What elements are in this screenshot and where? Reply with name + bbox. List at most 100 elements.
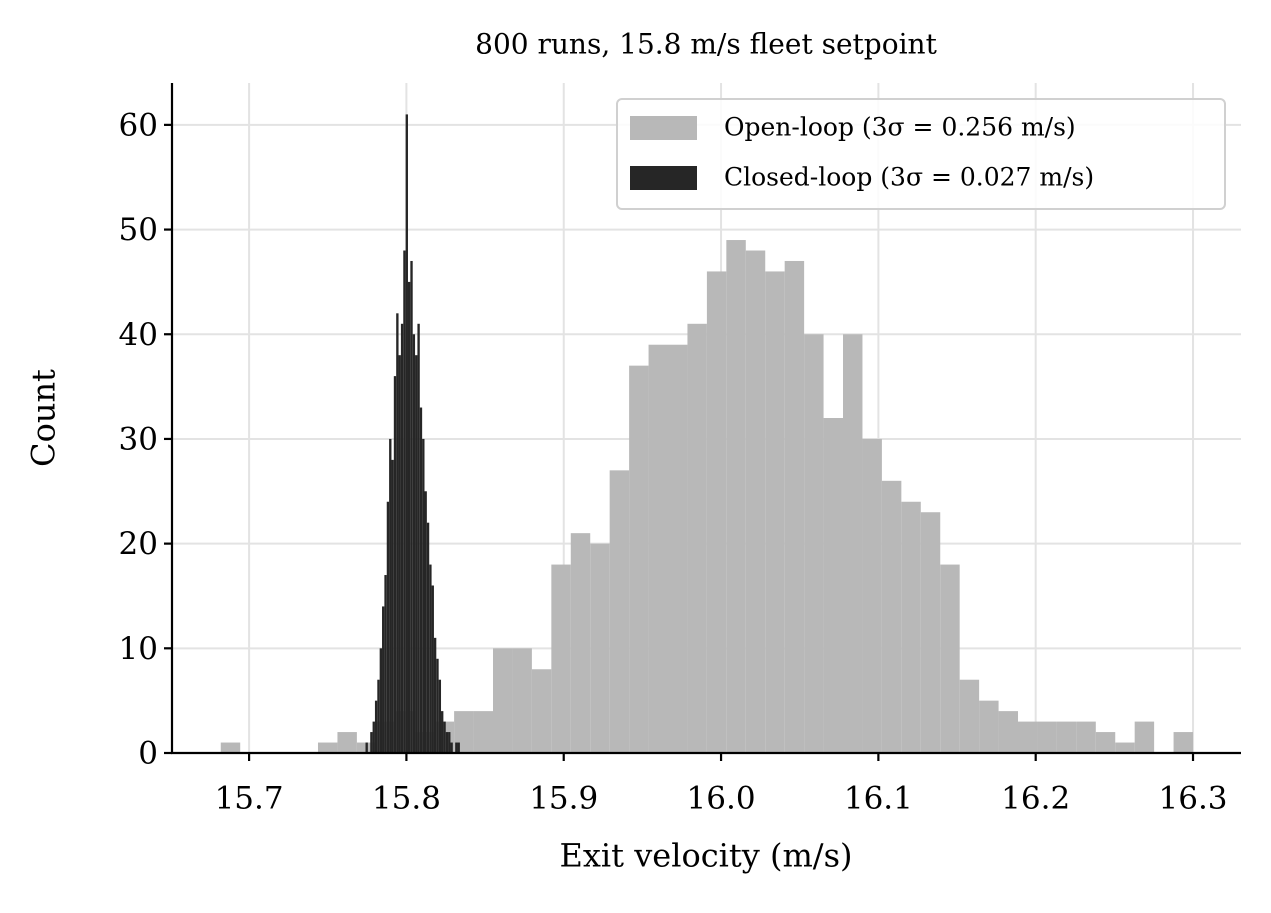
histogram-bar [410, 260, 413, 753]
histogram-bar [448, 732, 451, 753]
histogram-bar [455, 742, 458, 753]
histogram-bar [415, 355, 418, 753]
histogram-bar [492, 648, 513, 753]
histogram-bar [374, 700, 378, 753]
histogram-bar [726, 240, 746, 753]
histogram-bar [317, 742, 338, 753]
histogram-bar [441, 711, 444, 753]
histogram-bar [570, 533, 591, 753]
histogram-bar [881, 480, 902, 753]
histogram-bar [862, 438, 882, 753]
histogram-bar [531, 669, 552, 753]
y-axis-label: Count [25, 369, 63, 467]
histogram-bar [417, 323, 420, 753]
x-tick-label: 16.0 [687, 781, 756, 817]
histogram-bar [1018, 721, 1038, 753]
histogram-bar [1095, 732, 1116, 753]
histogram-bar [386, 501, 390, 753]
histogram-bar [382, 606, 385, 753]
legend-label: Open-loop (3σ = 0.256 m/s) [724, 113, 1076, 142]
histogram-bar [429, 564, 432, 753]
histogram-bar [337, 732, 357, 753]
histogram-bar [457, 742, 460, 753]
histogram-bar [609, 470, 630, 753]
x-tick-label: 16.2 [1001, 781, 1070, 817]
histogram-bar [687, 323, 707, 753]
histogram-bar [668, 344, 688, 753]
histogram-bar [412, 334, 416, 753]
histogram-bar [405, 114, 408, 753]
histogram-bar [998, 711, 1019, 753]
histogram-bar [765, 271, 785, 753]
histogram-bar [438, 679, 442, 753]
histogram-bar [940, 564, 960, 753]
y-tick-label: 0 [138, 736, 158, 772]
histogram-bar [1076, 721, 1096, 753]
histogram-bar [436, 658, 439, 753]
legend-label: Closed-loop (3σ = 0.027 m/s) [724, 163, 1094, 192]
histogram-bar [1173, 732, 1194, 753]
histogram-bar [422, 438, 425, 753]
histogram-bar [391, 459, 394, 753]
histogram-bar [590, 543, 610, 753]
histogram-bar [1134, 721, 1155, 753]
histogram-bar [648, 344, 669, 753]
histogram-bar [365, 742, 368, 753]
histogram-bar [1115, 742, 1135, 753]
y-tick-label: 30 [119, 421, 158, 457]
histogram-bar [443, 721, 446, 753]
histogram-bar [403, 250, 406, 753]
histogram-bar [512, 648, 532, 753]
histogram-bar [426, 522, 430, 753]
histogram-bar [372, 721, 375, 753]
histogram-bar [370, 732, 373, 753]
bars [220, 114, 1194, 753]
histogram-bar [445, 732, 449, 753]
histogram-bar [920, 512, 941, 753]
histogram-bar [407, 281, 411, 753]
histogram-bar [551, 564, 571, 753]
y-tick-label: 60 [119, 107, 158, 143]
histogram-bar [979, 700, 999, 753]
histogram-bar [384, 575, 387, 753]
histogram-bar [450, 742, 453, 753]
x-axis-label: Exit velocity (m/s) [560, 837, 853, 875]
histogram-bar [379, 648, 383, 753]
histogram-bar [843, 334, 863, 753]
histogram-bar [398, 355, 401, 753]
histogram-bar [389, 438, 392, 753]
y-tick-label: 40 [119, 317, 158, 353]
x-tick-label: 15.9 [529, 781, 598, 817]
histogram-bar [419, 407, 423, 753]
histogram-bar [959, 679, 980, 753]
histogram-bar [400, 323, 404, 753]
x-tick-label: 15.7 [215, 781, 284, 817]
histogram-bar [901, 501, 921, 753]
x-tick-label: 16.1 [844, 781, 913, 817]
histogram-bar [433, 637, 437, 753]
histogram-bar [804, 334, 824, 753]
histogram-bar [396, 313, 399, 753]
chart-title: 800 runs, 15.8 m/s fleet setpoint [475, 28, 937, 61]
histogram-bar [823, 418, 844, 753]
histogram-bar [377, 679, 380, 753]
legend-swatch [630, 166, 697, 190]
histogram-bar [393, 376, 397, 753]
x-tick-label: 16.3 [1159, 781, 1228, 817]
histogram-bar [706, 271, 727, 753]
x-tick-label: 15.8 [372, 781, 441, 817]
histogram-bar [431, 585, 434, 753]
legend-swatch [630, 116, 697, 140]
y-tick-label: 20 [119, 526, 158, 562]
y-tick-label: 50 [119, 212, 158, 248]
histogram-bar [784, 260, 805, 753]
histogram-bar [1056, 721, 1077, 753]
histogram-bar [424, 491, 427, 753]
histogram-bar [473, 711, 493, 753]
histogram-bar [1037, 721, 1057, 753]
histogram-bar [629, 365, 649, 753]
legend-box [616, 98, 1226, 210]
histogram-bar [220, 742, 241, 753]
y-tick-label: 10 [119, 631, 158, 667]
